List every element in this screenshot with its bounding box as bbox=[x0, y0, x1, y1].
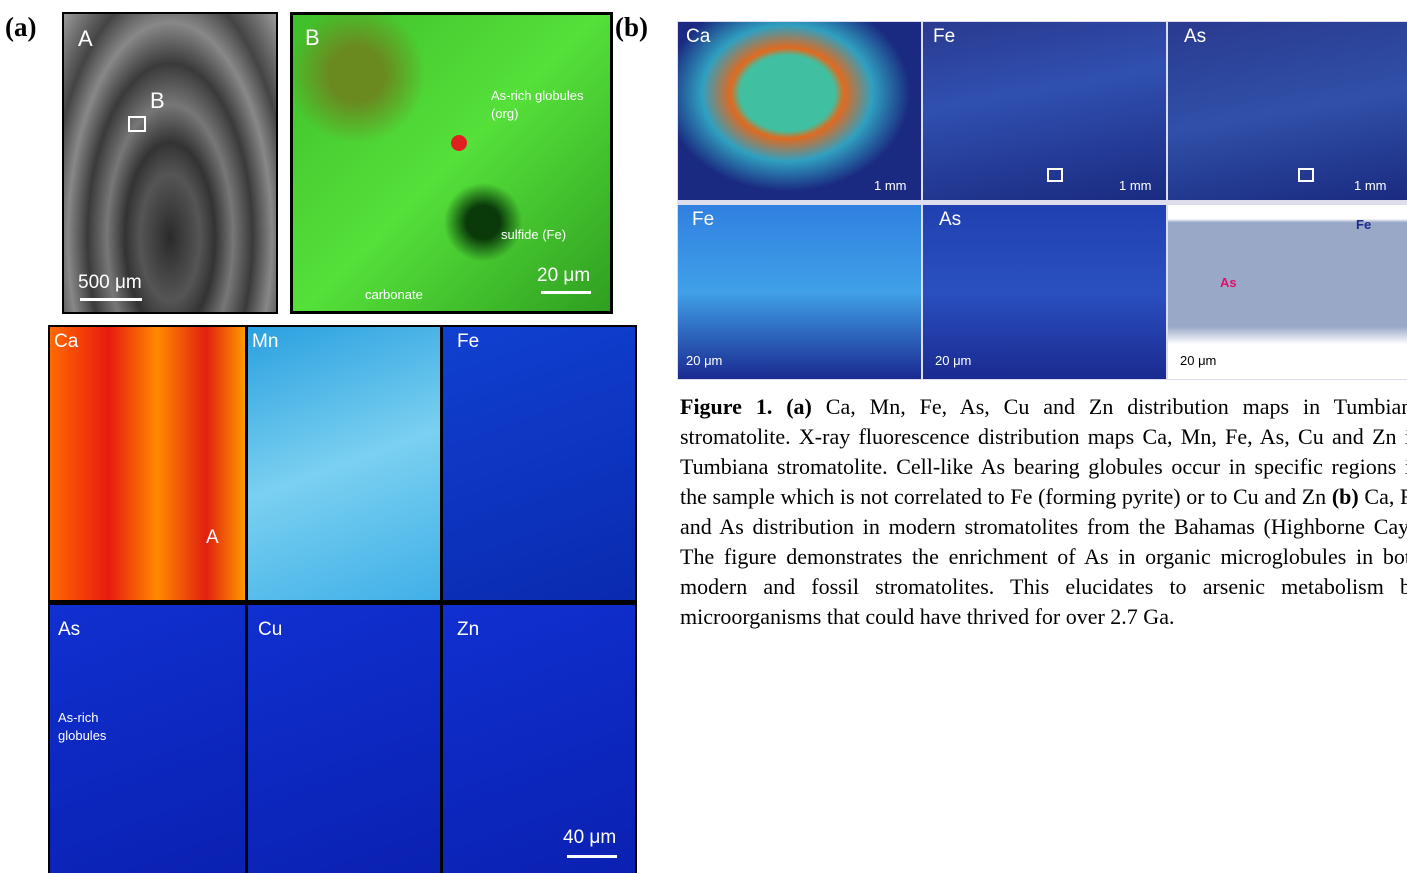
element-label: Fe bbox=[457, 331, 479, 353]
map-b-fe-zoom: Fe 20 μm bbox=[678, 205, 921, 379]
panel-label: (b) bbox=[615, 12, 648, 43]
panel-label: (a) bbox=[5, 12, 36, 43]
scale-label: 1 mm bbox=[1119, 178, 1152, 193]
scale-label: 1 mm bbox=[1354, 178, 1387, 193]
annotation: sulfide (Fe) bbox=[501, 227, 566, 242]
map-grid: Ca A Mn Fe As As-rich globules Cu Zn 40 … bbox=[48, 325, 637, 873]
map-b-as-zoom: As 20 μm bbox=[923, 205, 1166, 379]
element-label: As bbox=[939, 209, 961, 231]
scale-label: 20 μm bbox=[686, 353, 722, 368]
marker-box bbox=[1298, 168, 1314, 182]
caption-part: (b) bbox=[1332, 484, 1359, 509]
scale-label: 20 μm bbox=[537, 265, 590, 287]
map-zn: Zn 40 μm bbox=[443, 605, 635, 873]
annotation: carbonate bbox=[365, 287, 423, 302]
photo-a: A B 500 μm bbox=[62, 12, 278, 314]
annotation: As-rich globules bbox=[58, 709, 128, 745]
annotation: As bbox=[1220, 275, 1237, 290]
marker-box bbox=[128, 116, 146, 132]
caption: Figure 1. (a) Ca, Mn, Fe, As, Cu and Zn … bbox=[680, 392, 1407, 632]
scale-bar bbox=[567, 855, 617, 858]
element-label: Ca bbox=[54, 331, 78, 353]
image-label: B bbox=[305, 25, 320, 51]
caption-part: (a) bbox=[786, 394, 812, 419]
map-mn: Mn bbox=[248, 327, 440, 600]
scale-label: 40 μm bbox=[563, 827, 616, 849]
panel-b: Ca 1 mm Fe 1 mm As 1 mm Fe 20 μm As 20 μ… bbox=[677, 21, 1407, 380]
scale-label: 20 μm bbox=[935, 353, 971, 368]
marker-label: B bbox=[150, 88, 165, 114]
fluorescence-b: B As-rich globules (org) sulfide (Fe) ca… bbox=[290, 12, 613, 314]
element-label: As bbox=[1184, 26, 1206, 48]
annotation: As-rich globules (org) bbox=[491, 87, 601, 123]
page: (a) (b) A B 500 μm B As-rich globules (o… bbox=[0, 0, 1407, 873]
scale-label: 500 μm bbox=[78, 272, 142, 294]
scale-bar bbox=[80, 298, 142, 301]
map-b-overlay: Fe As 20 μm bbox=[1168, 205, 1407, 379]
scale-bar bbox=[541, 291, 591, 294]
map-cu: Cu bbox=[248, 605, 440, 873]
map-ca: Ca A bbox=[50, 327, 245, 600]
element-label: As bbox=[58, 619, 80, 641]
map-as: As As-rich globules bbox=[50, 605, 245, 873]
marker-box bbox=[1047, 168, 1063, 182]
element-label: Ca bbox=[686, 26, 710, 48]
scale-label: 1 mm bbox=[874, 178, 907, 193]
element-label: Fe bbox=[933, 26, 955, 48]
globule bbox=[451, 135, 467, 151]
scale-label: 20 μm bbox=[1180, 353, 1216, 368]
image-label: A bbox=[78, 26, 93, 52]
element-label: Mn bbox=[252, 331, 278, 353]
element-label: Fe bbox=[692, 209, 714, 231]
map-b-fe: Fe 1 mm bbox=[923, 22, 1166, 200]
map-b-ca: Ca 1 mm bbox=[678, 22, 921, 200]
map-fe: Fe bbox=[443, 327, 635, 600]
element-label: Cu bbox=[258, 619, 282, 641]
element-label: Zn bbox=[457, 619, 479, 641]
caption-title: Figure 1. bbox=[680, 394, 772, 419]
map-b-as: As 1 mm bbox=[1168, 22, 1407, 200]
annotation: Fe bbox=[1356, 217, 1371, 232]
marker-label: A bbox=[206, 527, 219, 549]
